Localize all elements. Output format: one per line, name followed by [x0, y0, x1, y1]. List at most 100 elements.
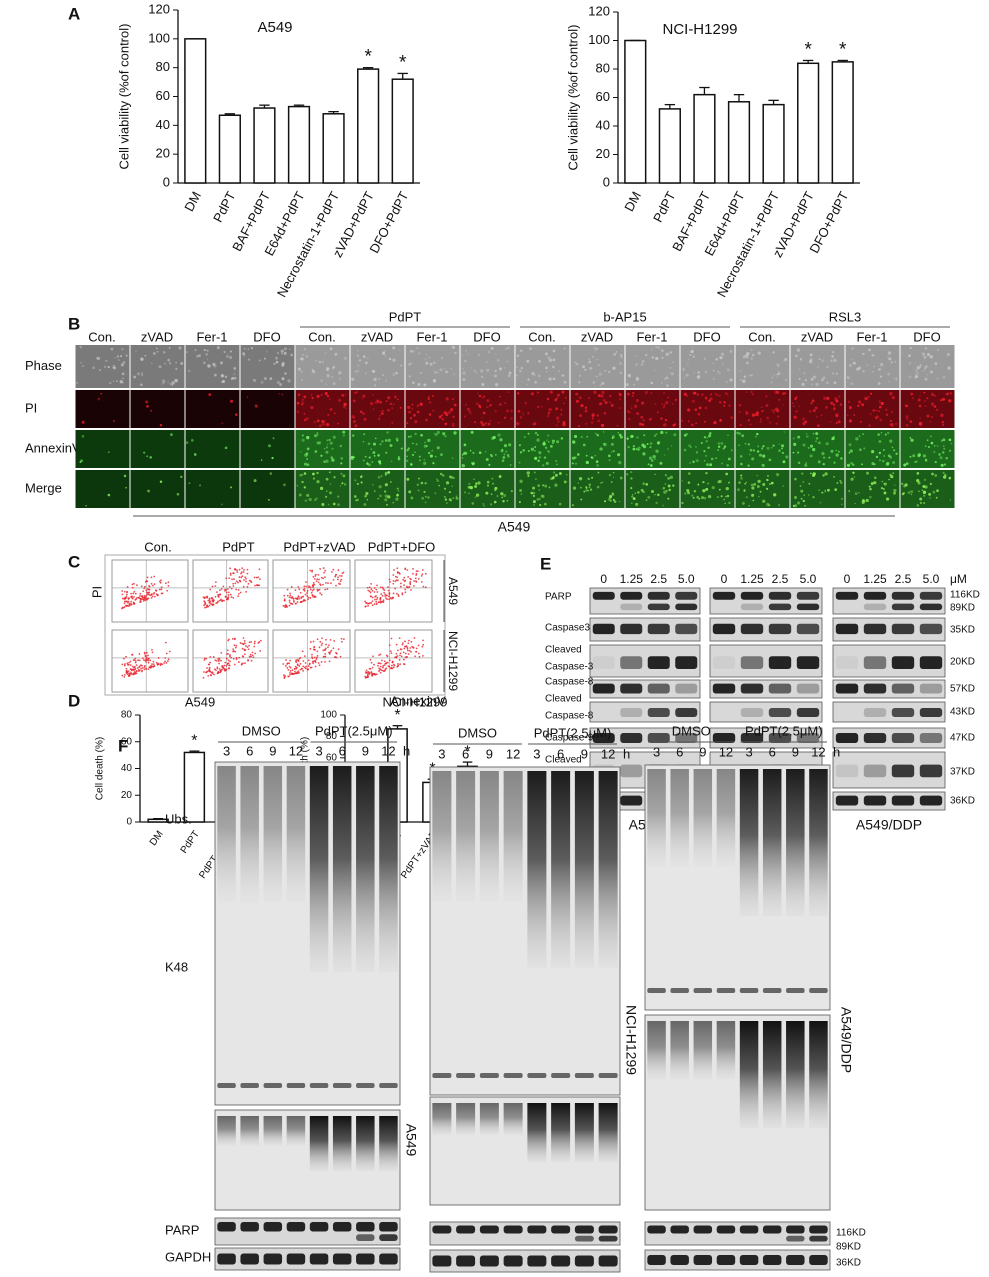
row-label: Caspase-3	[545, 662, 594, 673]
cell-dot	[477, 481, 481, 485]
cell-dot	[332, 382, 336, 385]
event	[258, 578, 261, 581]
cell-dot	[492, 435, 496, 440]
cell-dot	[342, 430, 346, 434]
cell-dot	[556, 463, 558, 466]
event	[237, 581, 239, 584]
event	[229, 593, 232, 596]
event	[306, 668, 309, 670]
event	[410, 650, 413, 653]
cell-dot	[943, 447, 946, 450]
cell-dot	[141, 374, 144, 377]
cell-dot	[504, 402, 506, 405]
cell-dot	[281, 363, 285, 367]
event	[217, 596, 220, 598]
cell-dot	[791, 402, 794, 405]
cell-dot	[571, 504, 574, 507]
event	[328, 660, 331, 663]
cell-dot	[405, 459, 409, 463]
cell-dot	[545, 366, 548, 370]
time-label: 9	[581, 746, 588, 761]
event	[369, 591, 372, 594]
cell-dot	[858, 435, 861, 437]
cell-dot	[409, 435, 412, 438]
cell-dot	[532, 486, 536, 490]
smear	[356, 1116, 375, 1171]
panel-label: B	[68, 314, 80, 333]
event	[324, 638, 327, 641]
cell-dot	[411, 381, 415, 385]
cell-dot	[765, 395, 768, 398]
bar	[658, 108, 681, 184]
event	[284, 665, 287, 667]
cell-dot	[654, 369, 656, 371]
cell-dot	[353, 495, 357, 498]
size-label: 37KD	[950, 767, 975, 778]
cell-dot	[885, 408, 888, 411]
event	[366, 586, 369, 589]
event	[420, 574, 423, 577]
event	[156, 663, 159, 666]
event	[215, 659, 218, 662]
cell-dot	[741, 434, 745, 438]
event	[145, 594, 148, 596]
band	[863, 591, 887, 600]
cell-dot	[301, 398, 304, 401]
band	[332, 1253, 352, 1265]
cell-dot	[673, 433, 677, 437]
cell-dot	[868, 424, 871, 427]
cell-dot	[468, 492, 470, 495]
cell-dot	[342, 474, 346, 478]
cell-dot	[571, 462, 574, 465]
cell-dot	[703, 357, 707, 360]
cell-dot	[943, 463, 947, 466]
cell-dot	[923, 391, 926, 394]
event	[259, 639, 262, 642]
band	[620, 591, 643, 600]
cell-dot	[895, 377, 898, 380]
micrograph	[570, 390, 625, 428]
event	[387, 589, 390, 592]
band	[891, 683, 915, 694]
cell-dot	[782, 404, 784, 406]
cell-dot	[609, 395, 612, 398]
cell-dot	[682, 367, 686, 371]
cell-dot	[604, 401, 608, 405]
cell-dot	[870, 482, 874, 486]
cell-dot	[625, 383, 629, 387]
cell-dot	[729, 350, 733, 353]
event	[137, 659, 140, 662]
blot	[214, 1247, 401, 1271]
cell-dot	[793, 415, 797, 419]
cell-dot	[926, 353, 930, 357]
cell-dot	[809, 444, 814, 448]
event	[288, 675, 290, 678]
cell-dot	[500, 492, 504, 496]
cell-dot	[498, 367, 503, 371]
cell-dot	[532, 494, 536, 498]
cell-dot	[933, 405, 937, 408]
cell-dot	[772, 409, 776, 412]
cell-dot	[862, 433, 864, 435]
cell-dot	[269, 472, 273, 475]
cell-dot	[112, 380, 115, 382]
cell-dot	[419, 459, 421, 462]
event	[141, 669, 144, 672]
event	[205, 606, 208, 609]
band	[835, 795, 859, 806]
cell-dot	[461, 454, 464, 456]
event	[164, 660, 167, 663]
band	[309, 1253, 329, 1265]
cell-dot	[948, 476, 952, 480]
cell-dot	[880, 401, 884, 406]
cell-dot	[710, 457, 714, 461]
cell-dot	[400, 447, 403, 450]
bar	[253, 107, 276, 184]
cell-dot	[630, 502, 633, 504]
cell-dot	[207, 364, 211, 368]
cell-dot	[440, 453, 443, 456]
cell-dot	[813, 409, 816, 412]
cell-dot	[387, 470, 391, 474]
cell-dot	[757, 445, 760, 448]
event	[238, 576, 241, 578]
